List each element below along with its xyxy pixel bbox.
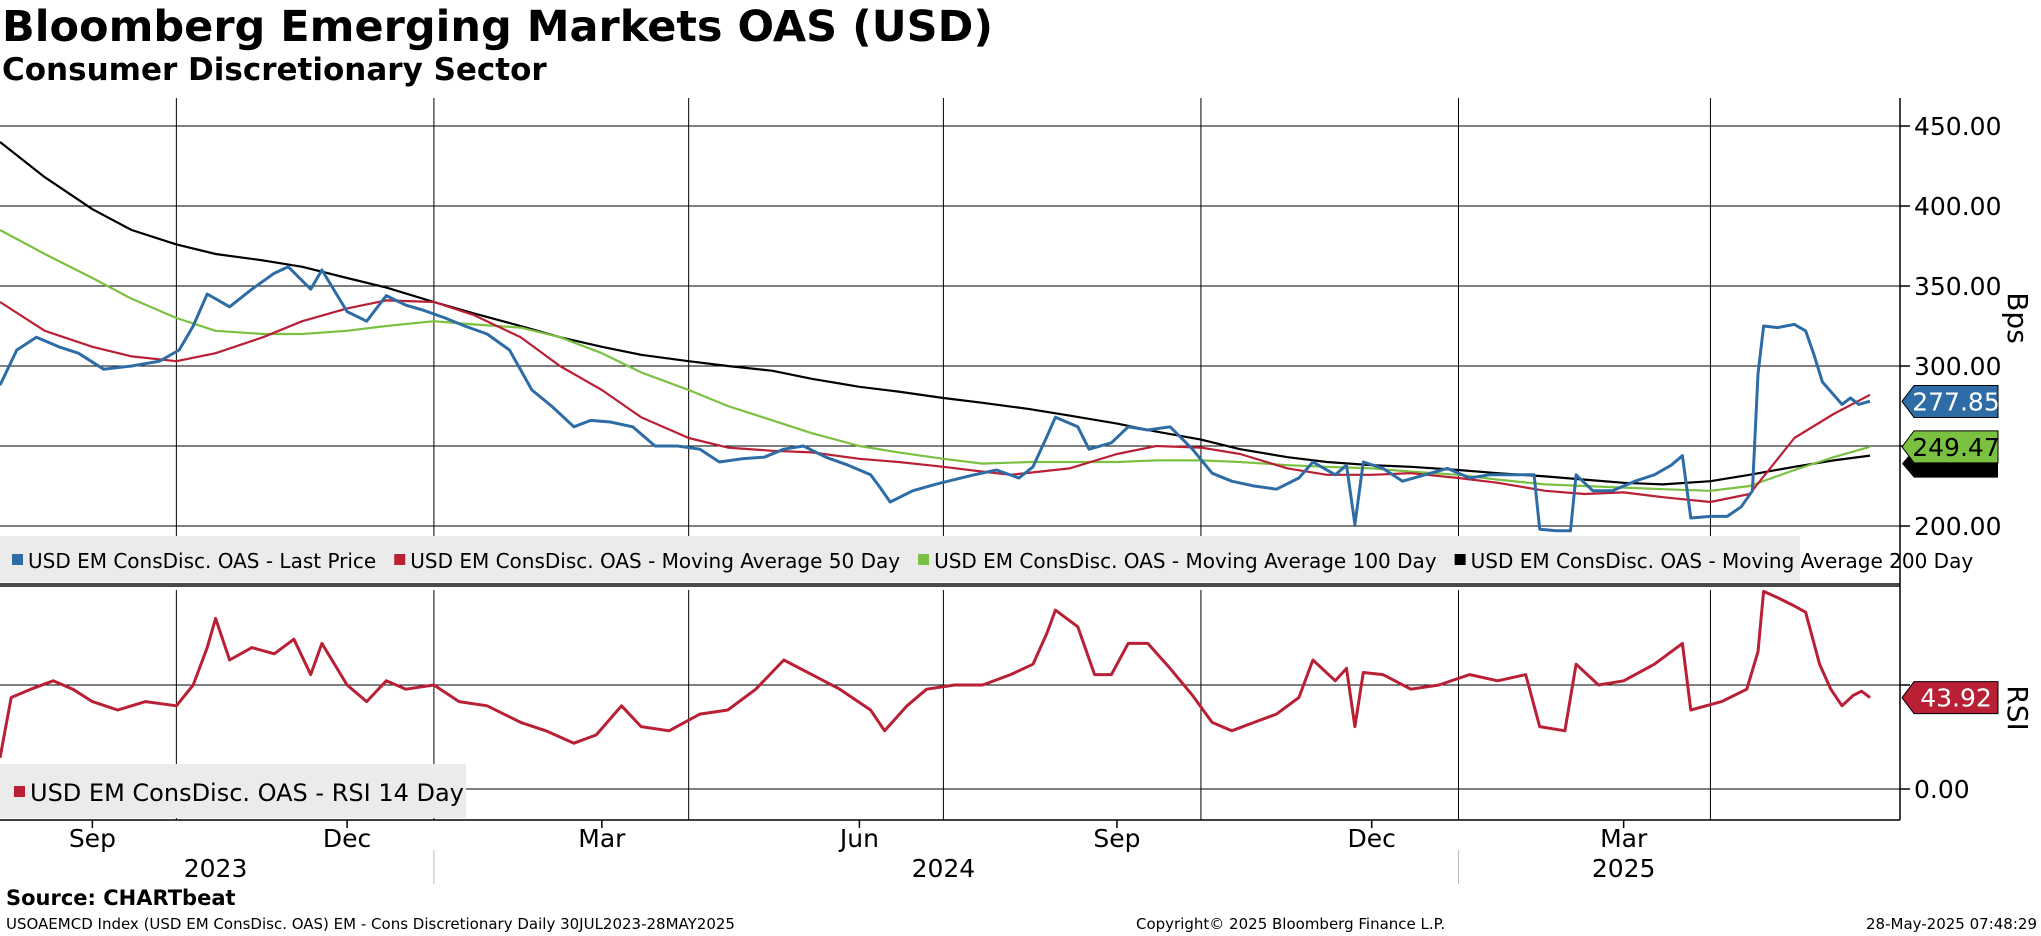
year-label: 2025 [1592,854,1656,883]
series-line [0,299,1871,504]
y-axis-label: RSI [2001,685,2034,731]
value-tag-ma100: 249.47 [1901,430,2000,464]
y-tick-label: 400.00 [1914,192,2001,221]
y-axis-label: Bps [2001,292,2034,344]
x-tick-label: Mar [1600,824,1648,853]
x-tick-label: Jun [838,824,879,853]
legend-swatch [12,554,23,565]
legend-box [0,536,1800,582]
x-tick-label: Sep [1093,824,1140,853]
value-tag-shape [1901,681,1999,715]
series-line [0,589,1871,759]
legend-entry: USD EM ConsDisc. OAS - Moving Average 20… [1471,549,1974,573]
legend-entry: USD EM ConsDisc. OAS - Moving Average 10… [934,549,1437,573]
value-tag-last-price: 277.85 [1901,384,2000,418]
year-label: 2024 [912,854,976,883]
index-info: USOAEMCD Index (USD EM ConsDisc. OAS) EM… [6,915,735,933]
value-tag-text: 277.85 [1912,387,1999,416]
chart-title: Bloomberg Emerging Markets OAS (USD) [2,2,993,52]
chart-subtitle: Consumer Discretionary Sector [2,52,547,88]
legend-box [0,764,466,818]
x-tick-label: Mar [578,824,626,853]
source-label: Source: CHARTbeat [6,886,236,910]
legend-entry: USD EM ConsDisc. OAS - RSI 14 Day [30,779,464,807]
value-tag-text: 43.92 [1920,684,1992,713]
x-tick-label: Dec [1348,824,1396,853]
timestamp: 28-May-2025 07:48:29 [1866,915,2037,933]
legend-swatch [394,554,406,565]
value-tag-rsi: 43.92 [1901,681,1999,715]
value-tag-text: 249.47 [1912,433,1999,462]
y-tick-label: 450.00 [1914,112,2001,141]
year-label: 2023 [184,854,248,883]
x-tick-label: Sep [69,824,116,853]
series-line [0,141,1871,486]
legend-swatch [918,554,930,565]
y-tick-label: 300.00 [1914,352,2001,381]
x-tick-label: Dec [323,824,371,853]
series-line [0,229,1871,492]
legend-swatch [1454,554,1466,565]
legend-entry: USD EM ConsDisc. OAS - Last Price [28,549,376,573]
legend-swatch [14,786,25,797]
y-tick-label: 0.00 [1914,775,1970,804]
series-line [0,265,1871,533]
value-tag-shape [1901,430,1999,464]
value-tag-shape [1901,384,1999,418]
y-tick-label: 200.00 [1914,512,2001,541]
legend-entry: USD EM ConsDisc. OAS - Moving Average 50… [410,549,900,573]
y-tick-label: 350.00 [1914,272,2001,301]
copyright: Copyright© 2025 Bloomberg Finance L.P. [1136,915,1446,933]
